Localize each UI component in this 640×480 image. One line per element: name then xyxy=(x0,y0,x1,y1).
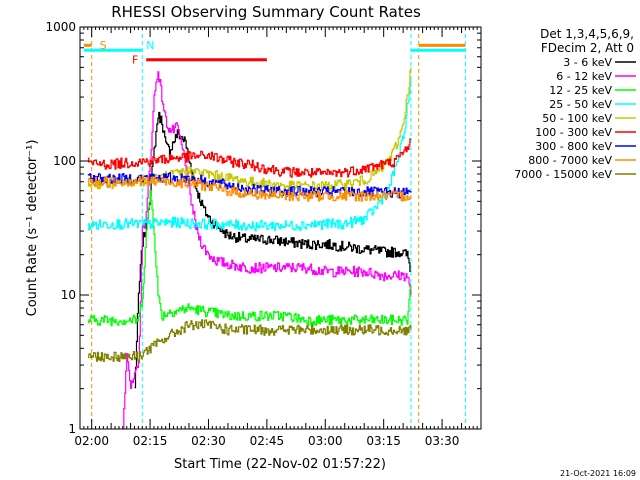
legend-label-3: 25 - 50 keV xyxy=(549,98,612,111)
annotation-s: S xyxy=(100,39,107,52)
legend-label-1: 6 - 12 keV xyxy=(556,70,612,83)
y-tick-label-3: 1000 xyxy=(45,20,76,34)
plot-area: S NF 1 10 100 1000 02:00 02:15 02:30 02:45 03:00… xyxy=(45,20,482,448)
annotation-n: N xyxy=(146,39,154,52)
x-axis-label: Start Time (22-Nov-02 01:57:22) xyxy=(174,457,386,472)
chart-title: RHESSI Observing Summary Count Rates xyxy=(111,3,421,21)
x-tick-label-1: 02:15 xyxy=(133,434,168,448)
legend-label-2: 12 - 25 keV xyxy=(549,84,612,97)
y-tick-label-1: 10 xyxy=(61,288,76,302)
x-tick-label-3: 02:45 xyxy=(250,434,285,448)
x-tick-label-0: 02:00 xyxy=(74,434,109,448)
series-line-8 xyxy=(87,319,412,362)
y-axis-label: Count Rate (s⁻¹ detector⁻¹) xyxy=(25,140,40,317)
series-line-7 xyxy=(87,175,412,202)
series-line-0 xyxy=(134,111,412,389)
legend-header-line-1: Det 1,3,4,5,6,9, xyxy=(540,27,634,41)
x-tick-label-4: 03:00 xyxy=(308,434,343,448)
legend-header-line-2: FDecim 2, Att 0 xyxy=(541,41,634,55)
y-tick-label-2: 100 xyxy=(53,154,76,168)
x-tick-label-5: 03:15 xyxy=(366,434,401,448)
legend: Det 1,3,4,5,6,9, FDecim 2, Att 0 3 - 6 k… xyxy=(514,27,636,181)
series-line-5 xyxy=(87,138,412,178)
timestamp: 21-Oct-2021 16:09 xyxy=(560,469,636,478)
y-tick-label-0: 1 xyxy=(68,422,76,436)
x-tick-label-2: 02:30 xyxy=(191,434,226,448)
legend-label-5: 100 - 300 keV xyxy=(535,126,612,139)
legend-label-6: 300 - 800 keV xyxy=(535,140,612,153)
legend-label-0: 3 - 6 keV xyxy=(563,56,612,69)
series-line-1 xyxy=(122,71,412,429)
x-tick-label-6: 03:30 xyxy=(425,434,460,448)
series-line-2 xyxy=(87,190,412,327)
legend-label-4: 50 - 100 keV xyxy=(542,112,612,125)
annotation-f: F xyxy=(132,54,138,67)
series-line-3 xyxy=(87,80,412,232)
plot-frame xyxy=(79,26,482,430)
legend-label-8: 7000 - 15000 keV xyxy=(514,168,612,181)
legend-label-7: 800 - 7000 keV xyxy=(528,154,612,167)
